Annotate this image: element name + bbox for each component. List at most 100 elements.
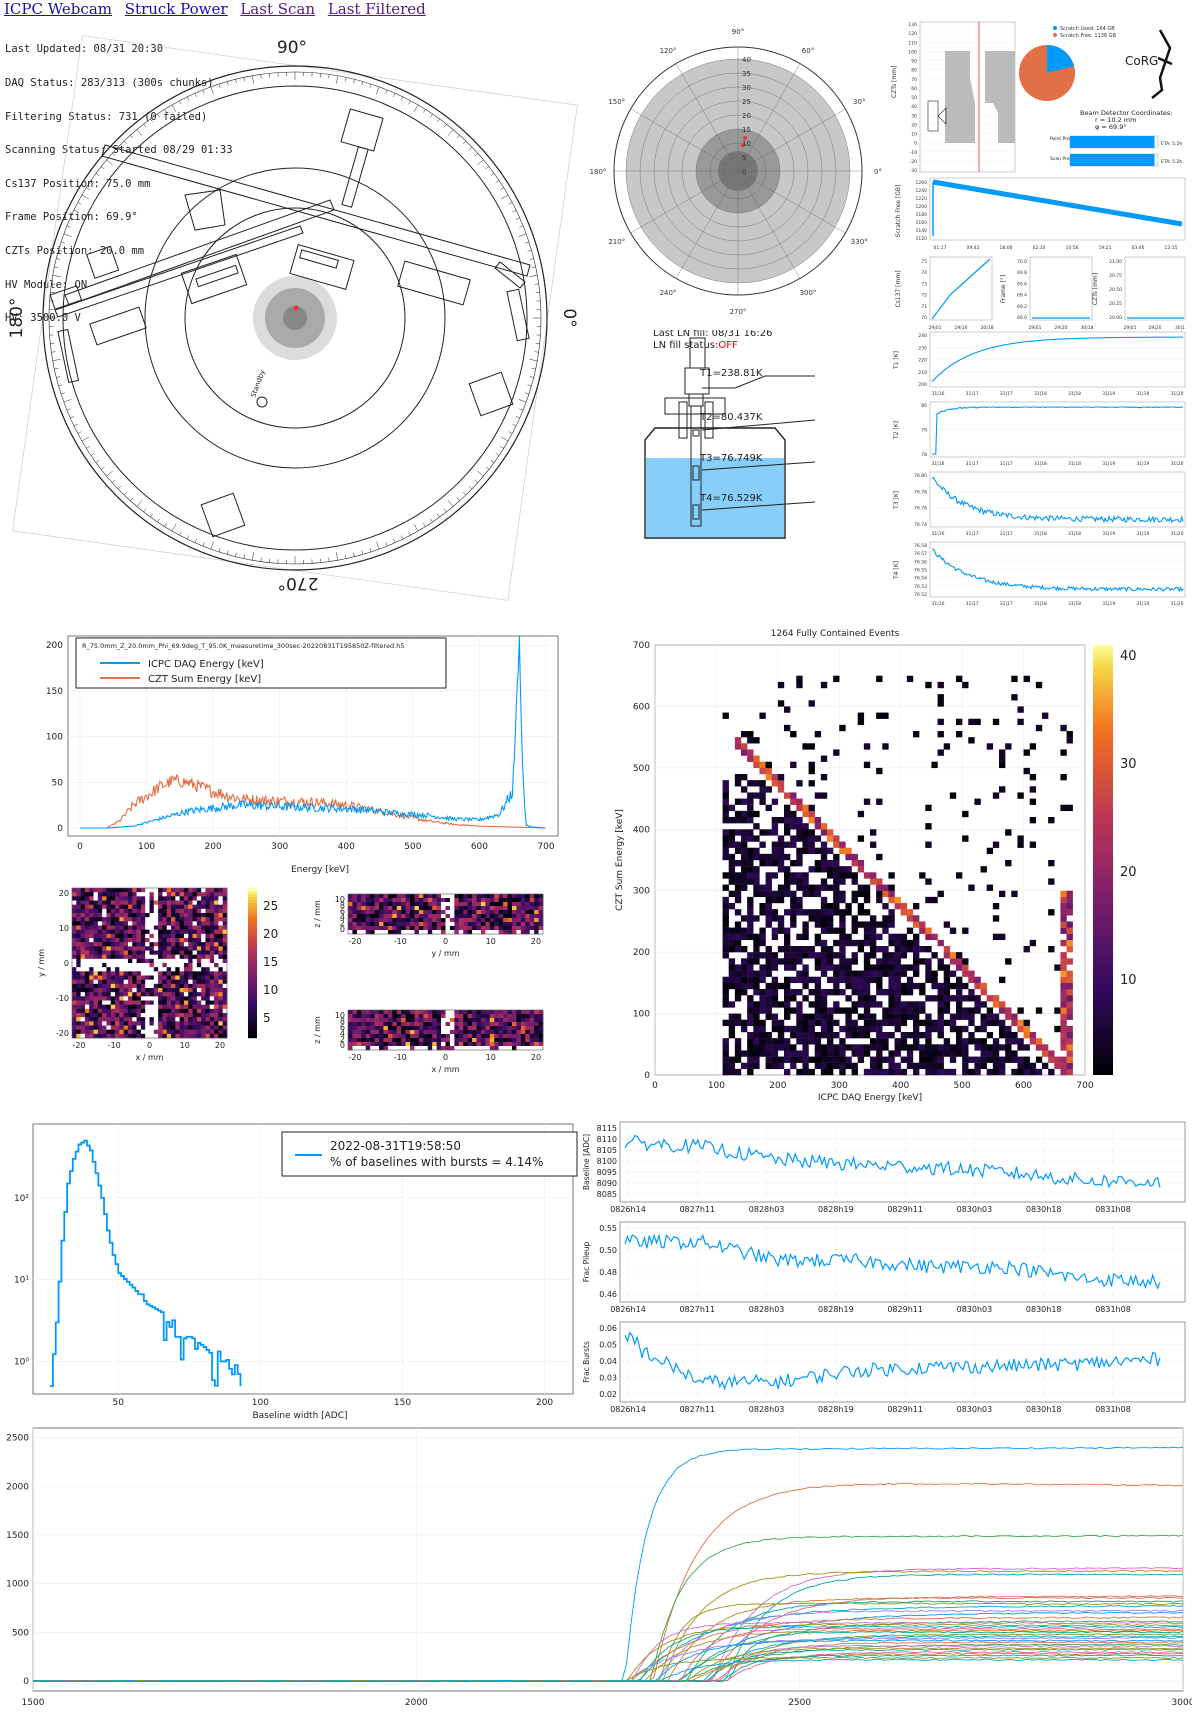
- czt-ytick: -10: [910, 150, 917, 156]
- czt-map-cell: [352, 914, 358, 919]
- heatmap-cell: [833, 1019, 840, 1027]
- heatmap-cell: [796, 829, 803, 836]
- czt-map-cell: [396, 1030, 402, 1035]
- czt-map-cell: [445, 1030, 451, 1035]
- czt-map-cell: [401, 1038, 406, 1043]
- czt-map-cell: [480, 1026, 486, 1031]
- czt-map-cell: [410, 930, 415, 935]
- heatmap-cell: [999, 761, 1006, 769]
- heatmap-cell: [888, 915, 895, 922]
- temp-xtick: 31|20: [1171, 461, 1184, 467]
- czt-map-cell: [365, 1046, 371, 1051]
- czt-map-cell: [140, 1025, 146, 1030]
- heatmap-cell: [759, 841, 766, 848]
- polar-radial-label: 10: [742, 140, 751, 148]
- czt-map-cell: [387, 1038, 393, 1043]
- heatmap-cell: [734, 927, 742, 934]
- czt-map-cell: [153, 1000, 159, 1005]
- temp-ytick: 230: [918, 345, 927, 351]
- heatmap-cell: [870, 1001, 877, 1008]
- czt-map-cell: [162, 888, 168, 893]
- heatmap-cell: [870, 939, 877, 947]
- czt-map-cell: [498, 898, 504, 903]
- czt-map-cell: [106, 992, 112, 997]
- czt-map-cell: [209, 975, 215, 980]
- heatmap-cell: [753, 1050, 760, 1057]
- heatmap-cell: [808, 804, 815, 812]
- heatmap-cell: [888, 1062, 895, 1070]
- czt-map-cell: [222, 950, 228, 955]
- heatmap-cell: [784, 853, 791, 861]
- heatmap-cell: [765, 767, 772, 775]
- heatmap-cell: [802, 847, 809, 855]
- czt-map-cell: [171, 925, 176, 930]
- czt-map-cell: [179, 992, 185, 997]
- scanner-tick: [527, 384, 532, 387]
- czt-map-cell: [145, 925, 150, 930]
- czt-colorbar-step: [248, 912, 257, 916]
- czt-map-cell: [183, 921, 189, 926]
- czt-map-cell: [192, 963, 198, 968]
- scanner-tick: [477, 470, 484, 477]
- czt-map-cell: [84, 975, 90, 980]
- nav-link-webcam[interactable]: ICPC Webcam: [4, 0, 112, 18]
- heatmap-cell: [913, 1038, 920, 1045]
- czt-map-cell: [136, 1017, 142, 1022]
- czt-map-cell: [222, 888, 228, 893]
- scanner-tick: [179, 100, 182, 105]
- czt-map-cell: [179, 1013, 185, 1018]
- czt-map-cell: [158, 967, 163, 972]
- heatmap-cell: [722, 884, 729, 891]
- scanner-tick: [171, 104, 177, 113]
- czt-map-cell: [467, 918, 473, 923]
- czt-map-cell: [132, 996, 137, 1001]
- czt-map-cell: [110, 1017, 116, 1022]
- czt-map-cell: [183, 925, 189, 930]
- heatmap-cell: [962, 1050, 969, 1057]
- heatmap-cell: [728, 1056, 736, 1063]
- czt-map-cell: [516, 914, 522, 919]
- heatmap-cell: [777, 847, 785, 855]
- scanner-tick: [393, 538, 396, 543]
- czt-map-cell: [162, 913, 168, 918]
- czt-map-cell: [418, 910, 424, 915]
- heatmap-cell: [863, 995, 871, 1002]
- heatmap-cell: [956, 976, 963, 984]
- czt-map-cell: [423, 1046, 429, 1051]
- czt-map-cell: [188, 983, 193, 989]
- nav-link-last-filtered[interactable]: Last Filtered: [327, 0, 426, 18]
- czt-map-cell: [205, 992, 211, 997]
- nav-link-struck-power[interactable]: Struck Power: [124, 0, 228, 18]
- position-ytick: 75: [921, 259, 927, 265]
- nav-link-last-scan[interactable]: Last Scan: [240, 0, 316, 18]
- heatmap-cell: [777, 681, 785, 689]
- heatmap-cell: [734, 1056, 742, 1063]
- czt-map-cell: [209, 942, 215, 947]
- heatmap-cell: [888, 909, 895, 916]
- czt-map-cell: [205, 979, 211, 985]
- czt-map-ytick: 0: [340, 1041, 345, 1050]
- czt-map-cell: [222, 1000, 228, 1005]
- heatmap-cell: [1029, 1068, 1037, 1076]
- czt-map-cell: [485, 898, 491, 903]
- czt-map-cell: [538, 918, 544, 923]
- czt-map-cell: [201, 954, 206, 960]
- czt-map-cell: [361, 1026, 367, 1031]
- czt-map-cell: [162, 954, 168, 960]
- heatmap-cell: [796, 853, 803, 861]
- czt-map-cell: [489, 1010, 495, 1015]
- czt-map-cell: [84, 979, 90, 985]
- czt-map-cell: [414, 918, 420, 923]
- heatmap-cell: [968, 1068, 975, 1076]
- czt-map-cell: [89, 1013, 94, 1018]
- czt-map-cell: [127, 1029, 133, 1035]
- heatmap-cell: [992, 1068, 1000, 1076]
- czt-map-cell: [149, 979, 155, 985]
- czt-map-cell: [149, 988, 155, 993]
- czt-map-cell: [538, 1030, 544, 1035]
- heatmap-cell: [937, 1044, 944, 1051]
- czt-map-cell: [498, 1018, 504, 1023]
- heatmap-cell: [741, 964, 748, 971]
- heatmap-cell: [1017, 706, 1024, 713]
- heatmap-cell: [1066, 1068, 1073, 1076]
